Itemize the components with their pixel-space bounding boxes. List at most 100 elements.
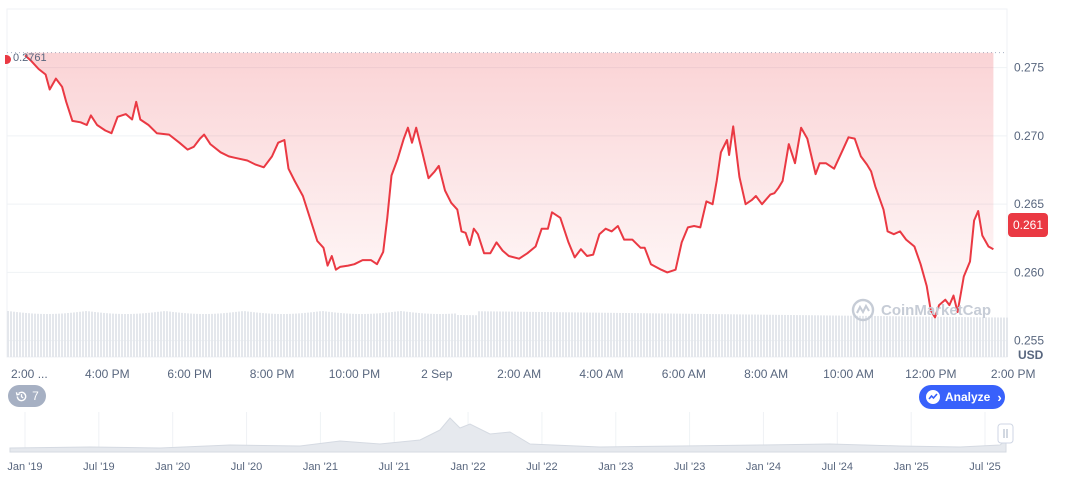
volume-bar bbox=[244, 311, 246, 357]
volume-bar bbox=[793, 315, 795, 357]
volume-bar bbox=[652, 313, 654, 357]
volume-bar bbox=[172, 311, 174, 357]
volume-bar bbox=[1003, 317, 1005, 357]
volume-bar bbox=[979, 317, 981, 357]
x-tick-label: 2 Sep bbox=[421, 367, 453, 381]
volume-bar bbox=[889, 316, 891, 357]
volume-bar bbox=[946, 316, 948, 357]
volume-bar bbox=[655, 313, 657, 357]
volume-bar bbox=[499, 311, 501, 357]
navigator-tick-label: Jan '19 bbox=[7, 461, 42, 473]
volume-bar bbox=[766, 314, 768, 357]
x-tick-label: 2:00 PM bbox=[991, 367, 1036, 381]
volume-bar bbox=[769, 314, 771, 357]
y-axis-unit: USD bbox=[1018, 348, 1044, 362]
volume-bar bbox=[454, 313, 456, 357]
volume-bar bbox=[808, 315, 810, 357]
volume-bar bbox=[634, 313, 636, 357]
open-price-label: 0.2761 bbox=[13, 52, 47, 64]
volume-bar bbox=[757, 314, 759, 357]
volume-bar bbox=[505, 311, 507, 357]
volume-bar bbox=[538, 311, 540, 357]
volume-bar bbox=[685, 313, 687, 357]
volume-bar bbox=[58, 313, 60, 357]
volume-bar bbox=[982, 317, 984, 357]
volume-bar bbox=[307, 312, 309, 357]
volume-bar bbox=[553, 312, 555, 357]
volume-bar bbox=[301, 313, 303, 357]
volume-bar bbox=[595, 312, 597, 357]
volume-bar bbox=[82, 311, 84, 357]
navigator-tick-label: Jul '21 bbox=[379, 461, 410, 473]
navigator-handle-icon bbox=[997, 423, 1014, 444]
volume-bar bbox=[445, 313, 447, 357]
volume-bar bbox=[526, 311, 528, 357]
volume-bar bbox=[115, 313, 117, 357]
volume-bar bbox=[322, 311, 324, 357]
volume-bar bbox=[103, 312, 105, 357]
volume-bar bbox=[352, 313, 354, 357]
volume-bar bbox=[532, 311, 534, 357]
volume-bar bbox=[325, 311, 327, 357]
price-area bbox=[25, 52, 994, 318]
volume-bar bbox=[967, 317, 969, 357]
volume-bar bbox=[361, 313, 363, 357]
volume-bar bbox=[574, 312, 576, 357]
volume-bar bbox=[340, 313, 342, 357]
volume-bar bbox=[775, 314, 777, 357]
volume-bar bbox=[1006, 317, 1008, 357]
volume-bar bbox=[229, 312, 231, 357]
volume-bar bbox=[619, 312, 621, 357]
volume-bar bbox=[778, 314, 780, 357]
volume-bar bbox=[868, 315, 870, 357]
volume-bar bbox=[856, 315, 858, 357]
history-button[interactable]: 7 bbox=[8, 385, 46, 407]
volume-bar bbox=[421, 313, 423, 357]
volume-bar bbox=[850, 315, 852, 357]
volume-bar bbox=[637, 313, 639, 357]
navigator-tick-label: Jan '20 bbox=[155, 461, 190, 473]
volume-bar bbox=[916, 316, 918, 357]
volume-bar bbox=[256, 312, 258, 357]
volume-bar bbox=[487, 311, 489, 357]
volume-bar bbox=[643, 313, 645, 357]
volume-bar bbox=[220, 313, 222, 357]
volume-bar bbox=[271, 313, 273, 357]
volume-bar bbox=[154, 312, 156, 357]
analyze-icon bbox=[926, 390, 940, 404]
volume-bar bbox=[412, 312, 414, 357]
volume-bar bbox=[733, 314, 735, 357]
volume-bar bbox=[565, 312, 567, 357]
volume-bar bbox=[145, 313, 147, 357]
volume-bar bbox=[211, 313, 213, 357]
volume-bar bbox=[28, 313, 30, 357]
volume-bar bbox=[520, 311, 522, 357]
volume-bar bbox=[622, 312, 624, 357]
volume-bar bbox=[862, 315, 864, 357]
volume-bar bbox=[550, 312, 552, 357]
navigator-tick-label: Jul '22 bbox=[526, 461, 557, 473]
navigator-axis: Jan '19 Jul '19 Jan '20 Jul '20 Jan '21 Jul '… bbox=[7, 461, 1000, 473]
coinmarketcap-logo-icon bbox=[851, 298, 875, 322]
analyze-button[interactable]: Analyze › bbox=[919, 385, 1005, 409]
volume-bar bbox=[796, 315, 798, 357]
volume-bar bbox=[523, 311, 525, 357]
volume-bar bbox=[700, 313, 702, 357]
volume-bar bbox=[139, 313, 141, 357]
range-navigator[interactable] bbox=[8, 412, 1014, 453]
volume-bar bbox=[274, 313, 276, 357]
volume-bar bbox=[616, 312, 618, 357]
volume-bar bbox=[994, 317, 996, 357]
volume-bar bbox=[877, 316, 879, 357]
volume-bar bbox=[16, 312, 18, 357]
navigator-tick-label: Jan '21 bbox=[303, 461, 338, 473]
volume-bar bbox=[349, 313, 351, 357]
volume-bar bbox=[865, 315, 867, 357]
volume-bar bbox=[829, 315, 831, 357]
volume-bar bbox=[673, 313, 675, 357]
volume-bar bbox=[802, 315, 804, 357]
volume-bar bbox=[124, 313, 126, 357]
volume-bar bbox=[814, 315, 816, 357]
volume-bar bbox=[457, 315, 459, 357]
volume-bar bbox=[109, 313, 111, 357]
